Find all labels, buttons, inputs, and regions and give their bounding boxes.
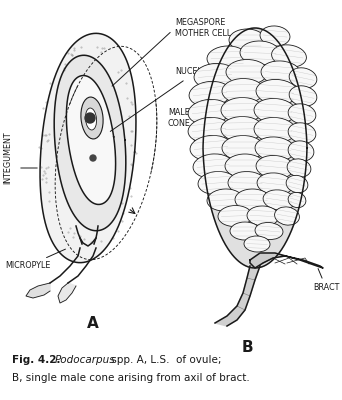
Ellipse shape [255, 222, 283, 240]
Text: MEGASPORE
MOTHER CELL: MEGASPORE MOTHER CELL [112, 18, 231, 86]
Text: NUCELLUS: NUCELLUS [110, 68, 217, 132]
Polygon shape [40, 33, 136, 263]
Text: Podocarpus: Podocarpus [55, 355, 116, 365]
Circle shape [90, 155, 96, 161]
Ellipse shape [263, 190, 295, 210]
Text: INTEGUMENT: INTEGUMENT [3, 132, 13, 184]
Ellipse shape [194, 64, 236, 88]
Polygon shape [66, 76, 116, 204]
Ellipse shape [222, 78, 264, 104]
Ellipse shape [193, 154, 233, 178]
Ellipse shape [255, 137, 295, 161]
Ellipse shape [272, 45, 306, 67]
Ellipse shape [198, 172, 236, 194]
Ellipse shape [254, 118, 296, 142]
Polygon shape [203, 28, 307, 268]
Text: spp. A, L.S.  of ovule;: spp. A, L.S. of ovule; [108, 355, 222, 365]
Polygon shape [58, 283, 76, 303]
Ellipse shape [188, 99, 230, 125]
Ellipse shape [286, 175, 308, 193]
Ellipse shape [189, 81, 231, 107]
Ellipse shape [288, 192, 306, 208]
Ellipse shape [221, 98, 263, 122]
Ellipse shape [86, 108, 96, 130]
Ellipse shape [244, 236, 270, 252]
Ellipse shape [229, 29, 265, 51]
Ellipse shape [207, 189, 243, 211]
Ellipse shape [221, 116, 263, 142]
Ellipse shape [247, 206, 279, 226]
Text: MICROPYLE: MICROPYLE [5, 249, 65, 270]
Text: B, single male cone arising from axil of bract.: B, single male cone arising from axil of… [12, 373, 250, 383]
Text: A: A [87, 316, 99, 331]
Polygon shape [54, 55, 126, 231]
Text: B: B [241, 340, 253, 355]
Ellipse shape [256, 156, 294, 178]
Text: Fig. 4.2.: Fig. 4.2. [12, 355, 61, 365]
Ellipse shape [81, 97, 103, 139]
Text: MALE
CONE: MALE CONE [168, 108, 201, 151]
Ellipse shape [228, 172, 266, 194]
Ellipse shape [288, 141, 314, 161]
Ellipse shape [230, 222, 260, 240]
Ellipse shape [226, 60, 268, 84]
Ellipse shape [289, 68, 317, 88]
Ellipse shape [188, 117, 230, 143]
Text: BRACT: BRACT [313, 268, 339, 292]
Ellipse shape [287, 159, 311, 177]
Ellipse shape [225, 154, 265, 178]
Ellipse shape [190, 136, 232, 160]
Polygon shape [26, 283, 50, 298]
Polygon shape [215, 266, 260, 326]
Ellipse shape [260, 26, 290, 46]
Circle shape [85, 113, 95, 123]
Ellipse shape [288, 123, 316, 143]
Ellipse shape [207, 46, 247, 70]
Ellipse shape [222, 136, 264, 160]
Ellipse shape [256, 80, 298, 104]
Ellipse shape [254, 98, 296, 124]
Ellipse shape [235, 189, 271, 211]
Ellipse shape [218, 206, 252, 226]
Ellipse shape [240, 41, 280, 65]
Ellipse shape [275, 207, 299, 225]
Ellipse shape [257, 173, 293, 195]
Ellipse shape [288, 104, 316, 124]
Ellipse shape [261, 61, 301, 85]
Polygon shape [250, 253, 323, 268]
Ellipse shape [289, 86, 317, 106]
